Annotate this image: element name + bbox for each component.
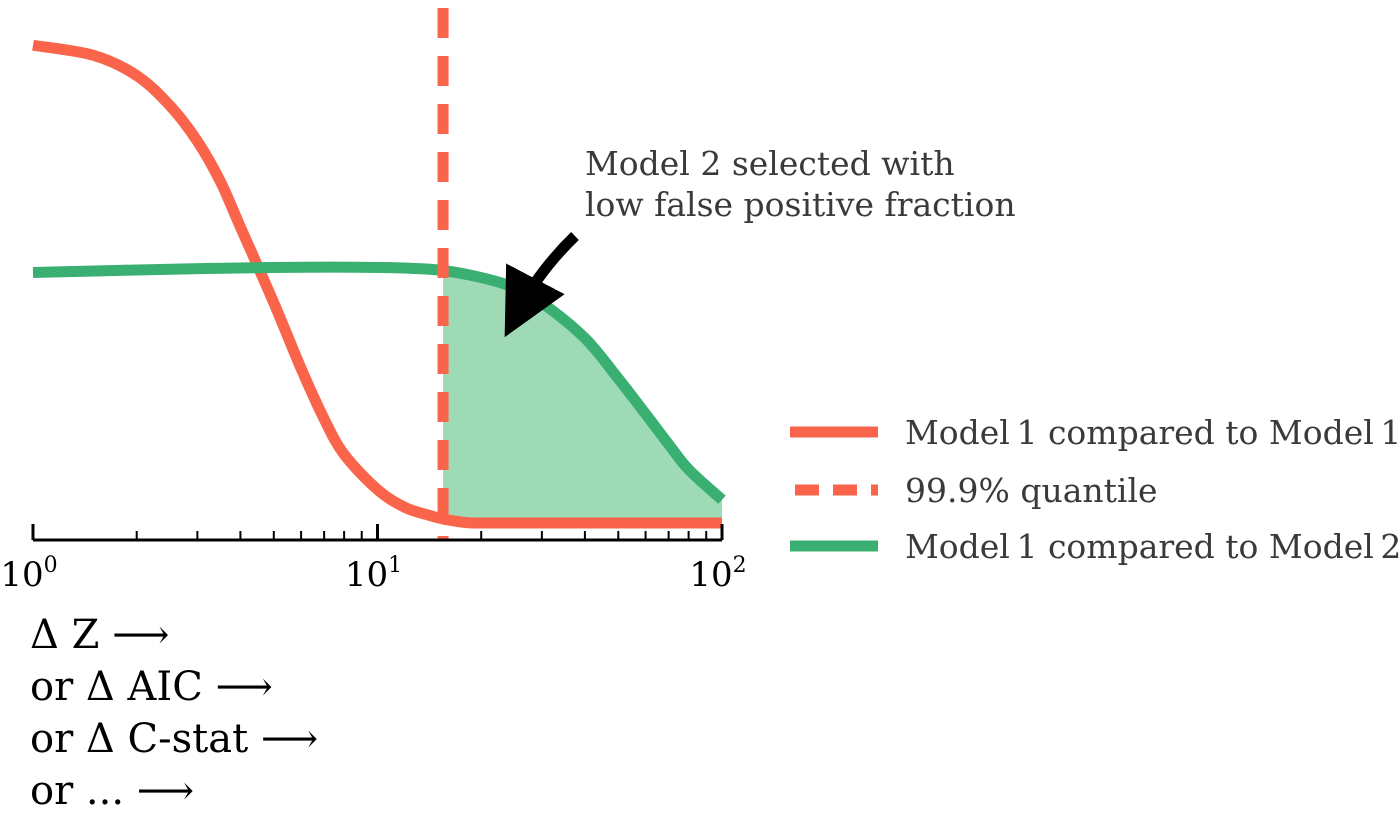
series-line-model1-model1 bbox=[32, 39, 722, 529]
legend: Model 1 compared to Model 1 99.9% quanti… bbox=[790, 413, 1399, 566]
annotation-line-2: low false positive fraction bbox=[585, 185, 1016, 224]
x-tick-label: 102 bbox=[689, 553, 746, 595]
legend-label-model1-model1: Model 1 compared to Model 1 bbox=[905, 413, 1399, 452]
x-axis-label-line-3: or Δ C-stat ⟶ bbox=[30, 716, 318, 762]
x-axis: 100 101 102 bbox=[0, 524, 747, 595]
x-axis-label: Δ Z ⟶ or Δ AIC ⟶ or Δ C-stat ⟶ or ... ⟶ bbox=[30, 612, 318, 814]
annotation-line-1: Model 2 selected with bbox=[585, 144, 955, 183]
annotation: Model 2 selected with low false positive… bbox=[504, 144, 1016, 338]
annotation-arrow bbox=[504, 232, 579, 338]
shaded-region bbox=[443, 270, 722, 525]
legend-label-quantile: 99.9% quantile bbox=[905, 471, 1158, 510]
x-tick-label: 101 bbox=[345, 553, 402, 595]
x-axis-label-line-4: or ... ⟶ bbox=[30, 768, 194, 814]
plot-area bbox=[32, 8, 726, 540]
x-tick-label: 100 bbox=[0, 553, 57, 595]
x-axis-label-line-2: or Δ AIC ⟶ bbox=[30, 664, 273, 710]
x-axis-label-line-1: Δ Z ⟶ bbox=[30, 612, 169, 658]
legend-label-model1-model2: Model 1 compared to Model 2 bbox=[905, 527, 1399, 566]
